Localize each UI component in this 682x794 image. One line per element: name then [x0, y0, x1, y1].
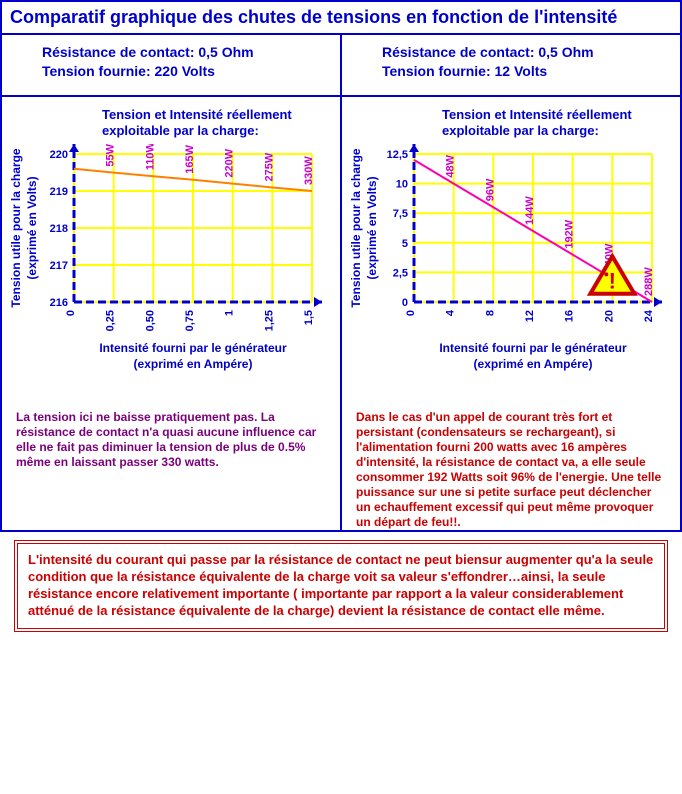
svg-text:10: 10	[396, 179, 408, 191]
left-chart-title-l2: exploitable par la charge:	[102, 123, 259, 138]
svg-text:Tension utile pour la charge: Tension utile pour la charge	[349, 148, 363, 307]
svg-text:96W: 96W	[484, 178, 496, 201]
svg-text:0: 0	[65, 310, 77, 316]
left-chart-title-l1: Tension et Intensité réellement	[102, 107, 292, 122]
svg-text:218: 218	[50, 223, 68, 235]
svg-text:12: 12	[524, 310, 536, 322]
right-chart-title-l2: exploitable par la charge:	[442, 123, 599, 138]
right-chart-title: Tension et Intensité réellement exploita…	[442, 107, 680, 138]
column-left: Résistance de contact: 0,5 Ohm Tension f…	[2, 35, 342, 530]
svg-text:217: 217	[50, 260, 68, 272]
svg-text:2,5: 2,5	[393, 268, 408, 280]
svg-text:48W: 48W	[445, 155, 457, 178]
svg-text:16: 16	[564, 310, 576, 322]
svg-text:219: 219	[50, 186, 68, 198]
svg-text:216: 216	[50, 297, 68, 309]
svg-text:0: 0	[402, 297, 408, 309]
svg-text:330W: 330W	[303, 156, 315, 185]
svg-text:24: 24	[643, 309, 655, 322]
svg-text:(exprimé en Volts): (exprimé en Volts)	[365, 177, 379, 280]
svg-text:0,50: 0,50	[144, 310, 156, 331]
svg-text:Intensité fourni par le généra: Intensité fourni par le générateur	[99, 341, 287, 355]
right-params: Résistance de contact: 0,5 Ohm Tension f…	[342, 35, 680, 97]
left-param-resistance: Résistance de contact: 0,5 Ohm	[42, 43, 324, 62]
svg-text:(exprimé en Volts): (exprimé en Volts)	[25, 177, 39, 280]
svg-text:192W: 192W	[564, 219, 576, 248]
svg-text:0,75: 0,75	[184, 310, 196, 331]
svg-text:1,25: 1,25	[263, 310, 275, 331]
left-chart-svg: 55W 110W 165W 220W 275W 330W 0 0,25 0,50 0,75 1 1,2…	[2, 144, 332, 404]
right-param-resistance: Résistance de contact: 0,5 Ohm	[382, 43, 664, 62]
svg-text:(exprimé en Ampére): (exprimé en Ampére)	[134, 357, 253, 371]
right-param-tension: Tension fournie: 12 Volts	[382, 62, 664, 81]
left-chart-title: Tension et Intensité réellement exploita…	[102, 107, 340, 138]
svg-text:220W: 220W	[224, 148, 236, 177]
svg-text:Tension utile pour la charge: Tension utile pour la charge	[9, 148, 23, 307]
page-title: Comparatif graphique des chutes de tensi…	[2, 2, 680, 35]
svg-text:Intensité fourni par le généra: Intensité fourni par le générateur	[439, 341, 627, 355]
svg-text:1,5: 1,5	[303, 310, 315, 325]
svg-text:5: 5	[402, 238, 408, 250]
right-note: Dans le cas d'un appel de courant très f…	[342, 404, 680, 530]
right-chart-svg: 48W96W144W192W240W288W0481216202402,557,…	[342, 144, 672, 404]
svg-text:220: 220	[50, 149, 68, 161]
svg-text:165W: 165W	[184, 145, 196, 174]
svg-text:0: 0	[405, 310, 417, 316]
columns: Résistance de contact: 0,5 Ohm Tension f…	[2, 35, 680, 530]
svg-text:0,25: 0,25	[105, 310, 117, 331]
left-param-tension: Tension fournie: 220 Volts	[42, 62, 324, 81]
column-right: Résistance de contact: 0,5 Ohm Tension f…	[342, 35, 680, 530]
svg-text:1: 1	[224, 310, 236, 316]
svg-text:4: 4	[445, 309, 457, 316]
left-params: Résistance de contact: 0,5 Ohm Tension f…	[2, 35, 340, 97]
left-chart: 55W 110W 165W 220W 275W 330W 0 0,25 0,50 0,75 1 1,2…	[2, 144, 332, 404]
svg-text:!: !	[609, 269, 616, 294]
svg-text:7,5: 7,5	[393, 208, 408, 220]
svg-text:110W: 110W	[144, 144, 156, 170]
svg-text:144W: 144W	[524, 196, 536, 225]
svg-text:12,5: 12,5	[387, 149, 408, 161]
right-chart: 48W96W144W192W240W288W0481216202402,557,…	[342, 144, 672, 404]
bottom-note: L'intensité du courant qui passe par la …	[14, 540, 668, 632]
svg-text:8: 8	[484, 310, 496, 316]
svg-text:55W: 55W	[105, 144, 117, 167]
svg-text:20: 20	[603, 310, 615, 322]
svg-text:(exprimé en Ampére): (exprimé en Ampére)	[474, 357, 593, 371]
right-chart-title-l1: Tension et Intensité réellement	[442, 107, 632, 122]
svg-text:275W: 275W	[263, 152, 275, 181]
left-note: La tension ici ne baisse pratiquement pa…	[2, 404, 340, 470]
svg-text:288W: 288W	[643, 267, 655, 296]
